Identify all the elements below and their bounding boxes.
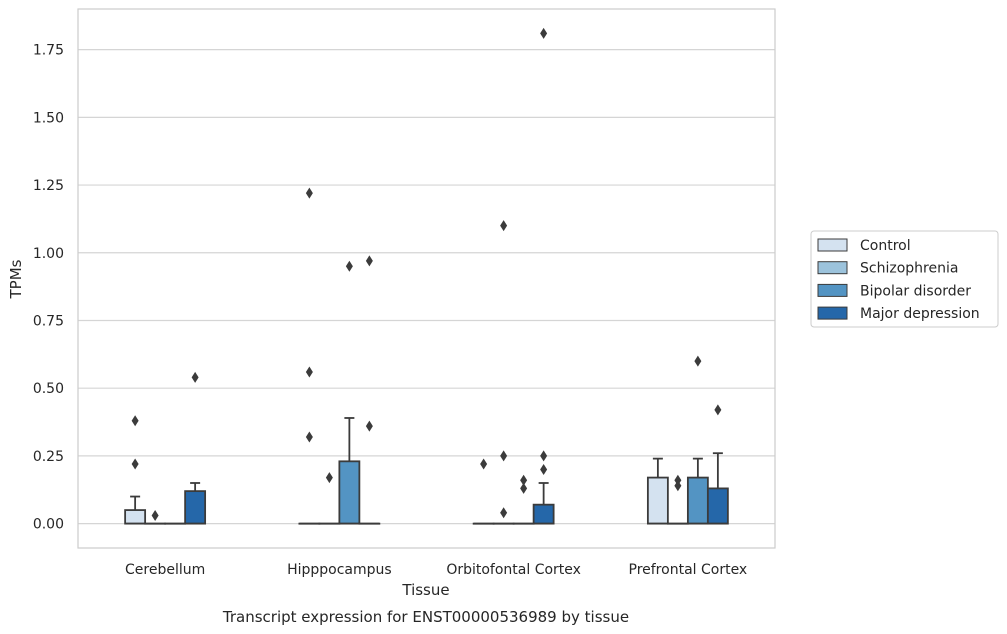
- grid-lines: [78, 49, 775, 525]
- box: [184, 490, 207, 525]
- outlier-point: [500, 220, 508, 232]
- x-tick-label: Cerebellum: [125, 562, 205, 578]
- outlier-point: [540, 463, 548, 475]
- legend-label: Control: [860, 238, 911, 254]
- outlier-point: [191, 371, 199, 383]
- box: [706, 487, 729, 525]
- x-axis-ticks: Cerebellum Hipppocampus Orbitofontal Corte…: [125, 562, 747, 578]
- legend-label: Bipolar disorder: [860, 283, 971, 299]
- box: [646, 476, 669, 525]
- box-group: [512, 474, 535, 525]
- legend-swatch: [817, 306, 848, 320]
- outlier-point: [694, 355, 702, 367]
- legend-frame: [810, 230, 999, 328]
- outlier-point: [305, 187, 313, 199]
- outlier-point: [674, 474, 682, 486]
- box-group: [124, 415, 147, 525]
- x-tick-label: Hipppocampus: [287, 562, 392, 578]
- box-group: [472, 458, 495, 525]
- outlier-point: [540, 450, 548, 462]
- outlier-point: [345, 260, 353, 272]
- y-axis-label: TPMs: [7, 259, 25, 299]
- box-group: [298, 187, 321, 525]
- y-tick-label: 1.75: [33, 43, 64, 59]
- box: [124, 509, 147, 525]
- y-tick-label: 0.00: [33, 517, 64, 533]
- legend-label: Schizophrenia: [860, 261, 958, 277]
- legend-label: Major depression: [860, 306, 980, 322]
- outlier-point: [480, 458, 488, 470]
- outlier-point: [520, 482, 528, 494]
- box-group: [532, 27, 555, 525]
- box: [532, 503, 555, 525]
- x-tick-label: Orbitofontal Cortex: [446, 562, 581, 578]
- box: [686, 476, 709, 525]
- y-tick-label: 1.25: [33, 178, 64, 194]
- box-group: [338, 260, 361, 525]
- plot-area-frame: [77, 8, 776, 549]
- box-group: [318, 472, 341, 525]
- legend-swatch: [817, 261, 848, 275]
- legend: Control Schizophrenia Bipolar disorder Majo…: [810, 230, 999, 328]
- x-tick-label: Prefrontal Cortex: [629, 562, 748, 578]
- y-tick-label: 1.00: [33, 246, 64, 262]
- legend-swatch: [817, 238, 848, 252]
- box-group: [144, 509, 167, 525]
- y-tick-label: 0.25: [33, 449, 64, 465]
- outlier-point: [540, 27, 548, 39]
- outlier-point: [500, 450, 508, 462]
- outlier-point: [365, 255, 373, 267]
- chart-caption: Transcript expression for ENST0000053698…: [222, 608, 629, 626]
- outlier-point: [151, 509, 159, 521]
- x-axis-label: Tissue: [401, 581, 449, 599]
- boxes: [124, 27, 729, 525]
- box: [338, 460, 361, 525]
- box-group: [184, 371, 207, 525]
- box-group: [706, 404, 729, 525]
- outlier-point: [325, 472, 333, 484]
- y-tick-label: 1.50: [33, 110, 64, 126]
- y-tick-label: 0.75: [33, 313, 64, 329]
- outlier-point: [500, 507, 508, 519]
- y-tick-label: 0.50: [33, 381, 64, 397]
- box-group: [646, 457, 669, 525]
- outlier-point: [131, 415, 139, 427]
- box-group: [666, 474, 689, 525]
- outlier-point: [520, 474, 528, 486]
- outlier-point: [305, 366, 313, 378]
- box-group: [358, 255, 381, 525]
- outlier-point: [131, 458, 139, 470]
- outlier-point: [305, 431, 313, 443]
- outlier-point: [714, 404, 722, 416]
- legend-swatch: [817, 283, 848, 297]
- box-group: [492, 220, 515, 525]
- y-axis-ticks: 0.00 0.25 0.50 0.75 1.00 1.25 1.50 1.75: [33, 43, 64, 533]
- box-group: [686, 355, 709, 525]
- outlier-point: [365, 420, 373, 432]
